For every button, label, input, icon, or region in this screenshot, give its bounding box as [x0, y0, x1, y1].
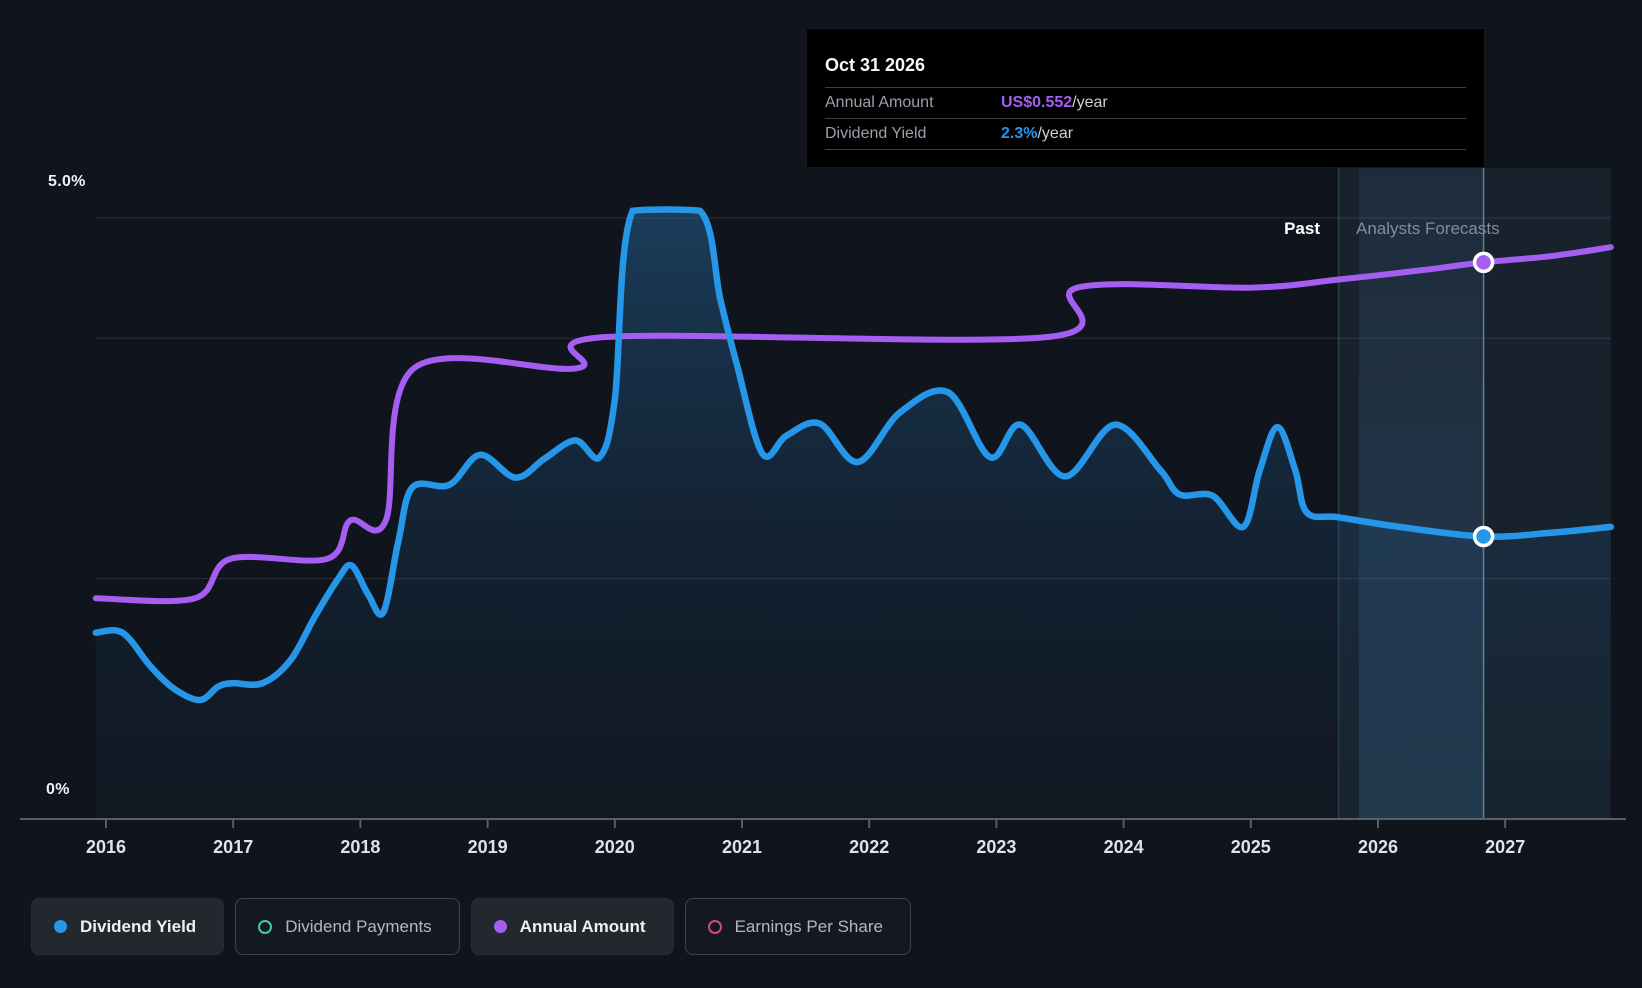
- analysts-forecasts-label: Analysts Forecasts: [1356, 219, 1500, 238]
- legend-label: Dividend Payments: [285, 916, 432, 936]
- svg-text:2018: 2018: [340, 837, 380, 857]
- past-label: Past: [1284, 219, 1320, 238]
- svg-text:2024: 2024: [1104, 837, 1144, 857]
- tooltip-dividend-yield-value: 2.3%: [1001, 125, 1038, 142]
- dividend-yield-dot-icon: [54, 920, 67, 933]
- legend-label: Earnings Per Share: [734, 916, 883, 936]
- dividend-payments-circle-icon: [258, 919, 273, 934]
- svg-text:2020: 2020: [595, 837, 635, 857]
- svg-text:2021: 2021: [722, 837, 762, 857]
- legend-button-dividend-yield[interactable]: Dividend Yield: [31, 898, 225, 955]
- svg-text:2023: 2023: [976, 837, 1016, 857]
- y-axis-top-label: 5.0%: [48, 173, 86, 190]
- svg-text:2027: 2027: [1485, 837, 1525, 857]
- legend-label: Dividend Yield: [80, 916, 197, 936]
- tooltip-row-annual-amount: Annual Amount US$0.552/year: [825, 88, 1466, 119]
- svg-text:2025: 2025: [1231, 837, 1271, 857]
- y-axis-bottom-label: 0%: [46, 781, 70, 798]
- chart-tooltip: Oct 31 2026 Annual Amount US$0.552/year …: [806, 28, 1485, 168]
- tooltip-annual-amount-suffix: /year: [1072, 94, 1108, 111]
- legend-button-annual-amount[interactable]: Annual Amount: [470, 898, 674, 955]
- tooltip-row-dividend-yield: Dividend Yield 2.3%/year: [825, 119, 1466, 150]
- svg-text:2026: 2026: [1358, 837, 1398, 857]
- tooltip-dividend-yield-label: Dividend Yield: [825, 125, 927, 142]
- tooltip-annual-amount-label: Annual Amount: [825, 94, 934, 111]
- svg-text:2019: 2019: [468, 837, 508, 857]
- legend-button-earnings-per-share[interactable]: Earnings Per Share: [684, 898, 911, 955]
- chart-legend: Dividend Yield Dividend Payments Annual …: [31, 898, 911, 955]
- legend-label: Annual Amount: [519, 916, 646, 936]
- svg-text:2016: 2016: [86, 837, 126, 857]
- svg-text:2017: 2017: [213, 837, 253, 857]
- tooltip-annual-amount-value: US$0.552: [1001, 94, 1073, 111]
- tooltip-date: Oct 31 2026: [825, 29, 1466, 88]
- annual-amount-dot-icon: [493, 920, 507, 933]
- earnings-per-share-circle-icon: [707, 919, 722, 934]
- legend-button-dividend-payments[interactable]: Dividend Payments: [235, 898, 460, 955]
- tooltip-dividend-yield-suffix: /year: [1037, 125, 1074, 142]
- svg-text:2022: 2022: [849, 837, 889, 857]
